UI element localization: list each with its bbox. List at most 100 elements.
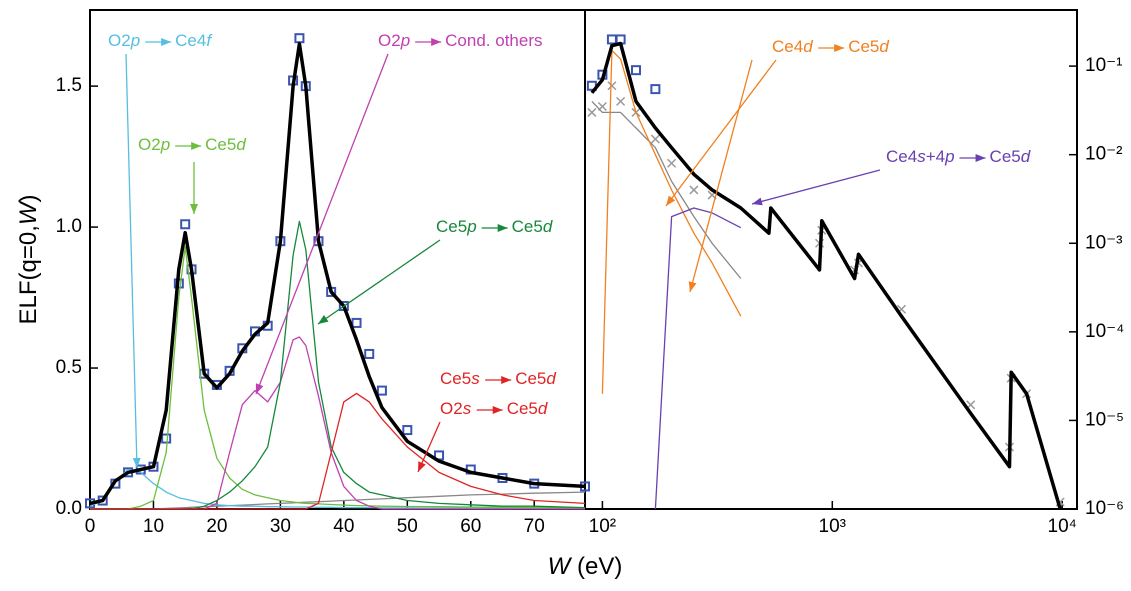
annotation-to: Ce5d xyxy=(507,399,548,418)
annotation-to: Ce4f xyxy=(175,31,213,50)
y-tick-label: 10⁻⁵ xyxy=(1085,409,1124,430)
data-cross xyxy=(587,107,597,117)
leader-arrow-head xyxy=(190,204,198,214)
annotation-to-part: Ce5 xyxy=(205,135,236,154)
data-cross xyxy=(667,158,677,168)
y-tick-label: 1.5 xyxy=(56,75,82,96)
data-square xyxy=(376,385,387,396)
series-line xyxy=(590,41,1062,510)
data-square xyxy=(351,317,362,328)
annotation-from-part: Ce4 xyxy=(886,147,917,166)
data-square xyxy=(294,33,305,44)
annotation-arrow-head xyxy=(975,154,986,162)
annotation-to-part: d xyxy=(546,369,556,388)
annotation-from-part: Ce4 xyxy=(772,37,803,56)
data-cross xyxy=(650,134,660,144)
x-tick-label: 30 xyxy=(270,516,291,537)
annotation-from-part: O2 xyxy=(378,31,401,50)
leader-arrow xyxy=(125,53,138,469)
annotation-to-part: Cond. others xyxy=(445,31,542,50)
series-line xyxy=(591,100,742,279)
annotation-to-part: Ce4 xyxy=(175,31,206,50)
annotation-to-part: Ce5 xyxy=(515,369,546,388)
annotation-to-part: Ce5 xyxy=(990,147,1021,166)
annotation-from: Ce5p xyxy=(436,217,477,236)
y-tick-label: 0.5 xyxy=(56,357,82,378)
annotation-to: Cond. others xyxy=(445,31,542,50)
annotation-from: O2p xyxy=(378,31,410,50)
leader-arrow-head xyxy=(752,197,763,206)
x-tick-label: 10⁴ xyxy=(1048,516,1077,537)
right-frame xyxy=(584,9,1078,510)
leader-arrow-head xyxy=(132,457,141,468)
annotation-to-part: Ce5 xyxy=(848,37,879,56)
annotation-from-part: s xyxy=(471,369,480,388)
x-tick-label: 10 xyxy=(143,516,164,537)
annotation-from-part: d xyxy=(803,37,813,56)
y-axis-label-part: W xyxy=(15,200,42,225)
annotation-arrow-head xyxy=(161,38,172,46)
annotation-to-part: f xyxy=(206,31,213,50)
x-tick-label: 10³ xyxy=(819,516,846,537)
y-tick-label: 10⁻³ xyxy=(1085,232,1123,253)
leader-arrow xyxy=(751,169,881,205)
annotation-arrow-head xyxy=(834,44,845,52)
x-tick-label: 60 xyxy=(460,516,481,537)
annotation-from-part: Ce5 xyxy=(440,369,471,388)
y-axis-label: ELF(q=0,W) xyxy=(15,194,42,324)
annotation-from-part: s xyxy=(917,147,926,166)
annotation-arrow-head xyxy=(191,142,202,150)
series-line xyxy=(90,392,586,510)
annotation-from: Ce4d xyxy=(772,37,813,56)
leader-arrow-head xyxy=(688,281,697,292)
annotation-to-part: d xyxy=(543,217,553,236)
annotation-to-part: d xyxy=(236,135,246,154)
annotation-from: Ce5s xyxy=(440,369,480,388)
annotation-from-part: p xyxy=(130,31,140,50)
data-square xyxy=(364,348,375,359)
annotation-to-part: Ce5 xyxy=(507,399,538,418)
x-tick-label: 70 xyxy=(524,516,545,537)
y-tick-label: 10⁻¹ xyxy=(1085,55,1123,76)
annotation-arrow-head xyxy=(492,406,503,414)
annotation-from: O2p xyxy=(108,31,140,50)
leader-arrow-head xyxy=(418,461,426,472)
x-tick-label: 10² xyxy=(589,516,616,537)
annotation-from-part: O2 xyxy=(108,31,131,50)
x-tick-label: 20 xyxy=(206,516,227,537)
x-tick-label: 0 xyxy=(85,516,96,537)
annotation-from-part: s xyxy=(463,399,472,418)
annotation-arrow-head xyxy=(501,376,512,384)
data-square xyxy=(606,34,617,45)
series-line xyxy=(90,220,586,510)
annotation-to: Ce5d xyxy=(848,37,889,56)
y-tick-label: 10⁻² xyxy=(1085,144,1123,165)
x-tick-label: 50 xyxy=(397,516,418,537)
data-cross xyxy=(616,96,626,106)
annotation-to: Ce5d xyxy=(990,147,1031,166)
x-tick-label: 40 xyxy=(333,516,354,537)
annotation-from: O2p xyxy=(138,135,170,154)
data-square xyxy=(650,84,661,95)
data-square xyxy=(631,65,642,76)
leader-arrow-head xyxy=(666,195,676,206)
leader-arrow xyxy=(255,53,389,395)
annotation-from-part: p xyxy=(944,147,954,166)
leader-arrow xyxy=(689,59,753,293)
series-line xyxy=(654,207,742,510)
x-axis-label-part: (eV) xyxy=(570,553,622,580)
annotation-arrow-head xyxy=(497,224,508,232)
annotation-to-part: d xyxy=(1021,147,1031,166)
y-tick-label: 0.0 xyxy=(56,498,82,519)
data-square xyxy=(161,433,172,444)
y-tick-label: 10⁻⁴ xyxy=(1085,321,1124,342)
y-axis-label-part: ELF(q=0, xyxy=(15,225,42,324)
series-line xyxy=(89,42,586,506)
series-line xyxy=(89,468,585,510)
annotation-from-part: p xyxy=(466,217,476,236)
series-line xyxy=(90,246,585,510)
data-square xyxy=(402,425,413,436)
y-tick-label: 1.0 xyxy=(56,216,82,237)
annotation-to: Ce5d xyxy=(205,135,246,154)
